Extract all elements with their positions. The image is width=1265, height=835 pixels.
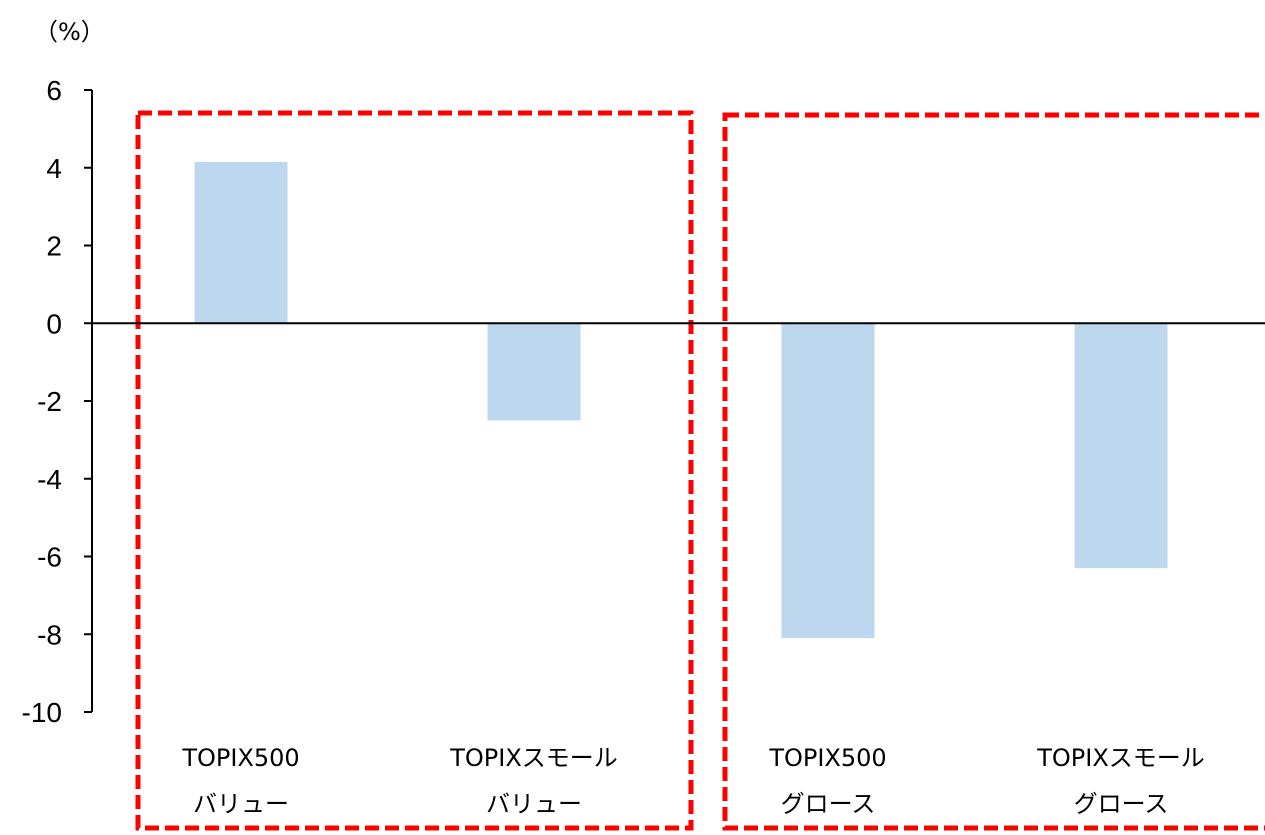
y-tick-label: -6	[37, 542, 62, 573]
category-label: バリュー	[193, 790, 289, 818]
category-label: TOPIX500	[768, 744, 886, 772]
category-label: TOPIXスモール	[449, 744, 618, 772]
category-label: グロース	[781, 790, 876, 818]
category-label: TOPIX500	[181, 744, 299, 772]
y-tick-label: -10	[22, 697, 62, 728]
bar-4	[1074, 323, 1168, 569]
bars	[194, 161, 1168, 639]
axes	[84, 89, 1265, 713]
y-tick-label: 6	[46, 75, 62, 106]
y-unit-label: （%）	[34, 18, 105, 46]
category-label: バリュー	[486, 790, 582, 818]
y-tick-labels: 6 4 2 0 -2 -4 -6 -8 -10	[22, 75, 62, 728]
bar-1	[194, 161, 288, 324]
category-label: グロース	[1074, 790, 1169, 818]
y-tick-label: 0	[46, 308, 62, 339]
highlight-boxes	[135, 110, 1265, 831]
category-label: TOPIXスモール	[1036, 744, 1205, 772]
y-tick-label: -2	[37, 386, 62, 417]
category-labels: TOPIX500バリューTOPIXスモールバリューTOPIX500グロースTOP…	[181, 744, 1204, 818]
bar-2	[487, 323, 581, 421]
highlight-box-2	[722, 112, 1265, 831]
y-tick-label: 2	[46, 231, 62, 262]
y-tick-label: -4	[37, 464, 62, 495]
y-tick-label: -8	[37, 619, 62, 650]
y-tick-label: 4	[46, 153, 62, 184]
highlight-box-1	[135, 110, 694, 831]
bar-3	[781, 323, 875, 639]
